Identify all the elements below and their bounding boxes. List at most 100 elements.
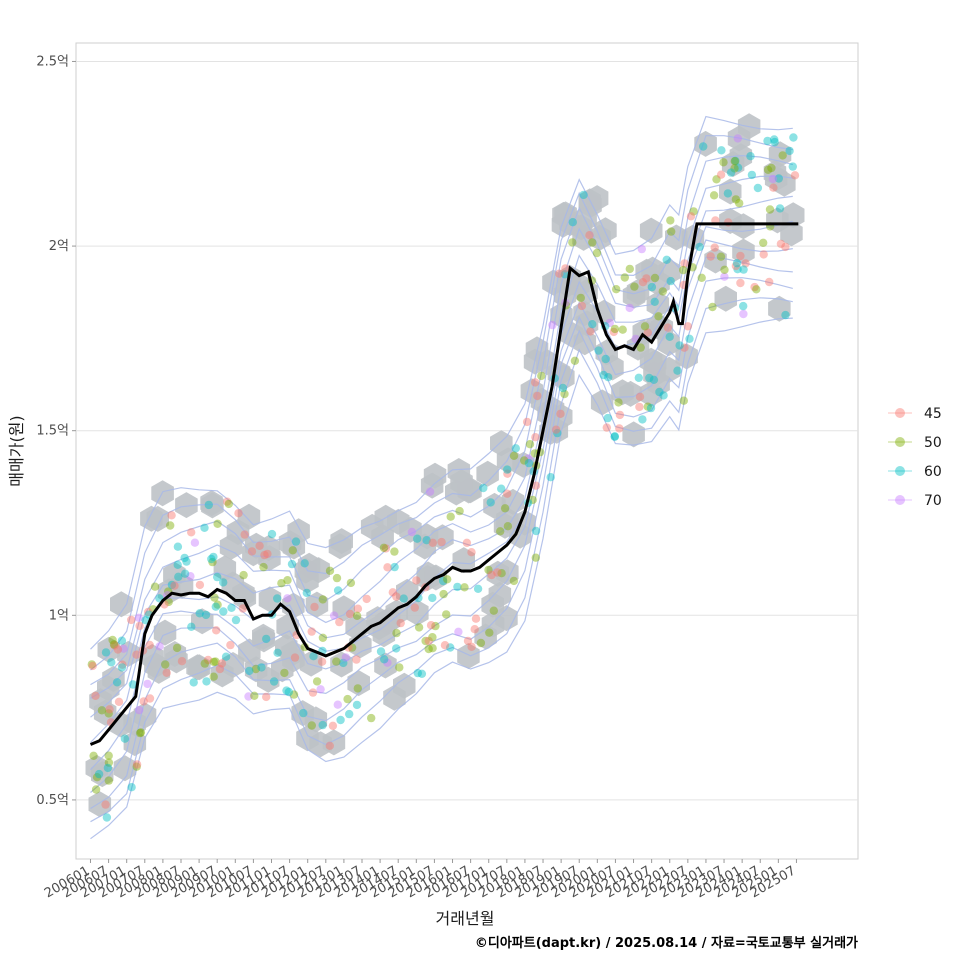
data-point	[487, 570, 496, 580]
data-point	[345, 709, 354, 719]
data-point	[485, 628, 494, 637]
data-point	[735, 199, 744, 208]
hex-bin	[393, 672, 416, 699]
data-point	[186, 572, 195, 581]
data-point	[210, 593, 219, 602]
data-point	[770, 137, 779, 147]
data-point	[91, 785, 101, 794]
hex-bin	[117, 640, 140, 667]
hex-bin	[200, 490, 223, 517]
data-point	[145, 694, 155, 703]
data-point	[570, 356, 580, 365]
hex-bin	[639, 347, 663, 374]
data-point	[277, 579, 286, 588]
data-point	[145, 640, 154, 650]
data-point	[610, 324, 620, 334]
data-point	[717, 146, 726, 155]
legend-key-dot	[895, 408, 905, 418]
contour-line	[90, 175, 793, 699]
data-point	[524, 454, 533, 463]
data-point	[283, 576, 292, 585]
data-point	[299, 708, 308, 718]
data-point	[395, 663, 404, 672]
data-point	[630, 282, 639, 291]
data-point	[636, 343, 645, 352]
data-point	[732, 259, 742, 268]
hex-bin	[252, 623, 275, 650]
hex-bin	[242, 540, 265, 567]
hex-bin	[88, 791, 112, 818]
data-point	[132, 762, 141, 771]
data-point	[438, 576, 448, 586]
scatter-points	[87, 133, 800, 822]
data-point	[101, 800, 110, 809]
data-point	[239, 570, 248, 580]
data-point	[638, 278, 648, 287]
data-point	[528, 495, 537, 505]
data-point	[428, 538, 437, 547]
data-point	[97, 706, 107, 715]
hex-bin	[452, 547, 475, 574]
data-point	[273, 594, 282, 603]
data-point	[730, 164, 739, 173]
data-point	[104, 758, 114, 767]
data-point	[658, 287, 667, 296]
data-point	[602, 423, 611, 432]
data-point	[640, 322, 650, 331]
data-point	[227, 603, 236, 612]
data-point	[437, 537, 446, 547]
data-point	[775, 204, 785, 213]
data-point	[470, 625, 479, 634]
data-point	[127, 783, 136, 792]
data-point	[128, 680, 138, 689]
data-point	[635, 402, 644, 412]
hex-bin	[447, 458, 471, 484]
hex-bin	[768, 295, 791, 322]
data-point	[424, 636, 433, 646]
data-point	[577, 301, 587, 311]
data-point	[132, 760, 142, 769]
data-point	[706, 252, 715, 261]
data-point	[560, 270, 570, 279]
legend-key-dot	[895, 495, 905, 505]
data-point	[174, 572, 183, 581]
data-point	[610, 432, 619, 441]
data-point	[173, 542, 183, 551]
data-point	[759, 238, 768, 247]
data-point	[108, 635, 117, 645]
data-point	[273, 648, 282, 657]
data-point	[143, 679, 152, 689]
data-point	[167, 580, 177, 590]
data-point	[127, 615, 136, 625]
data-point	[103, 763, 113, 773]
data-point	[697, 273, 706, 282]
data-point	[162, 668, 171, 677]
data-point	[524, 458, 534, 468]
data-point	[556, 409, 565, 418]
data-point	[346, 578, 356, 588]
data-point	[609, 327, 618, 337]
data-point	[260, 550, 269, 560]
hex-bin	[144, 652, 167, 679]
hex-bin	[496, 559, 519, 586]
data-point	[720, 265, 729, 274]
data-point	[503, 522, 513, 531]
data-point	[731, 156, 740, 166]
data-point	[733, 265, 742, 274]
hex-bin	[413, 533, 437, 560]
data-point	[531, 526, 541, 536]
data-point	[747, 170, 757, 180]
hex-bin	[646, 291, 670, 318]
data-point	[244, 692, 253, 701]
data-point	[471, 614, 481, 623]
data-point	[453, 582, 462, 592]
data-point	[318, 595, 327, 604]
data-point	[770, 135, 779, 144]
contour-line	[90, 297, 793, 823]
data-point	[317, 657, 327, 666]
legend-label: 70	[924, 493, 942, 509]
data-point	[679, 265, 688, 275]
data-point	[110, 641, 119, 650]
data-point	[345, 609, 355, 619]
data-point	[789, 133, 798, 142]
